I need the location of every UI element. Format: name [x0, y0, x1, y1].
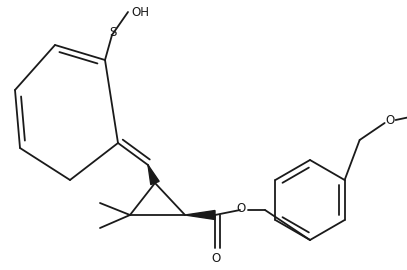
Text: O: O	[211, 252, 221, 265]
Text: O: O	[385, 113, 394, 127]
Text: OH: OH	[131, 5, 149, 19]
Text: O: O	[236, 201, 246, 214]
Polygon shape	[148, 165, 159, 185]
Polygon shape	[185, 211, 215, 220]
Text: S: S	[109, 26, 117, 39]
